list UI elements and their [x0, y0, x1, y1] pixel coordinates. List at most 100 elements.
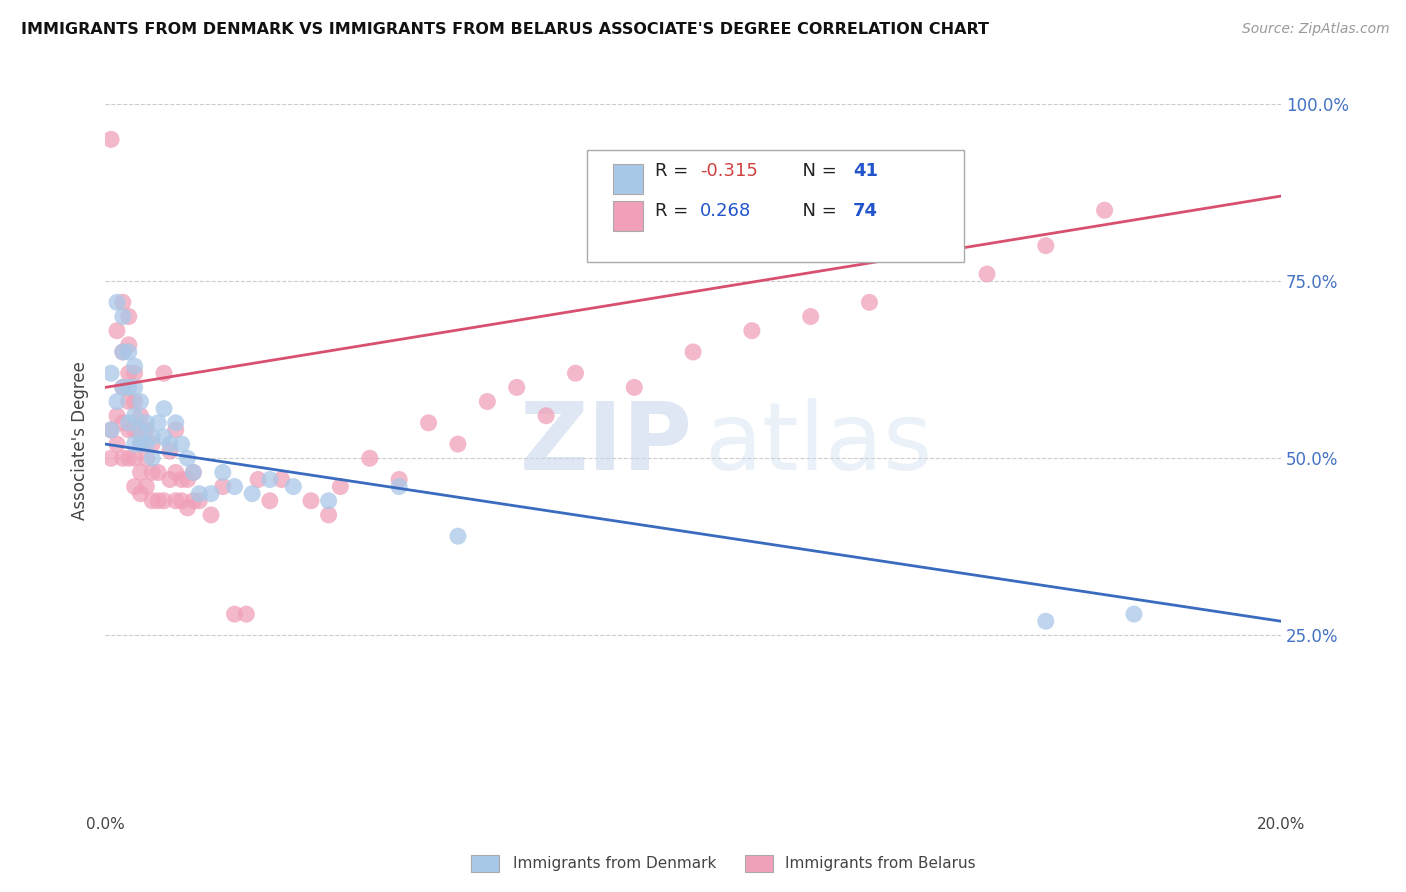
- Point: [176, 500, 198, 515]
- Text: R =: R =: [655, 202, 700, 220]
- Point: [211, 466, 233, 480]
- Point: [118, 366, 141, 380]
- Point: [111, 345, 134, 359]
- Point: [188, 486, 211, 500]
- Point: [741, 324, 763, 338]
- Text: Source: ZipAtlas.com: Source: ZipAtlas.com: [1241, 22, 1389, 37]
- Text: Immigrants from Denmark: Immigrants from Denmark: [513, 856, 717, 871]
- Point: [100, 423, 122, 437]
- Point: [118, 416, 141, 430]
- Text: atlas: atlas: [704, 398, 934, 491]
- Point: [211, 480, 233, 494]
- FancyBboxPatch shape: [613, 201, 643, 231]
- Point: [318, 508, 340, 522]
- Point: [165, 416, 187, 430]
- Point: [224, 607, 246, 621]
- Point: [224, 480, 246, 494]
- Point: [129, 466, 152, 480]
- Point: [100, 423, 122, 437]
- Point: [1094, 203, 1116, 218]
- Point: [141, 437, 163, 451]
- Point: [176, 451, 198, 466]
- Point: [270, 473, 292, 487]
- Point: [100, 132, 122, 146]
- Point: [141, 493, 163, 508]
- Point: [118, 423, 141, 437]
- Point: [100, 366, 122, 380]
- Point: [111, 345, 134, 359]
- Point: [105, 409, 128, 423]
- Point: [165, 466, 187, 480]
- Point: [259, 493, 281, 508]
- Point: [146, 416, 169, 430]
- Point: [159, 444, 181, 458]
- Point: [141, 451, 163, 466]
- Point: [129, 423, 152, 437]
- Point: [135, 480, 157, 494]
- Point: [111, 310, 134, 324]
- Point: [124, 451, 146, 466]
- Point: [105, 324, 128, 338]
- Point: [447, 529, 470, 543]
- Point: [124, 480, 146, 494]
- Point: [200, 486, 222, 500]
- Point: [129, 409, 152, 423]
- Point: [111, 380, 134, 394]
- Point: [146, 493, 169, 508]
- Point: [800, 310, 823, 324]
- Point: [146, 466, 169, 480]
- Point: [129, 437, 152, 451]
- Text: 41: 41: [853, 162, 877, 180]
- Point: [135, 437, 157, 451]
- Text: -0.315: -0.315: [700, 162, 758, 180]
- Point: [118, 345, 141, 359]
- Point: [111, 416, 134, 430]
- Point: [100, 451, 122, 466]
- Point: [124, 359, 146, 373]
- Text: N =: N =: [790, 162, 842, 180]
- Point: [124, 380, 146, 394]
- Point: [118, 338, 141, 352]
- Point: [359, 451, 381, 466]
- Point: [418, 416, 440, 430]
- Point: [176, 473, 198, 487]
- Point: [183, 493, 205, 508]
- Point: [105, 394, 128, 409]
- Point: [183, 466, 205, 480]
- Point: [477, 394, 499, 409]
- Text: R =: R =: [655, 162, 695, 180]
- Text: ZIP: ZIP: [520, 398, 693, 491]
- Point: [247, 473, 270, 487]
- Point: [170, 437, 193, 451]
- Point: [135, 416, 157, 430]
- Point: [153, 430, 176, 444]
- Point: [188, 493, 211, 508]
- Point: [129, 394, 152, 409]
- Point: [118, 394, 141, 409]
- Point: [159, 437, 181, 451]
- Point: [1035, 238, 1057, 252]
- Point: [118, 380, 141, 394]
- Y-axis label: Associate's Degree: Associate's Degree: [72, 361, 89, 520]
- Point: [153, 493, 176, 508]
- Point: [129, 437, 152, 451]
- Point: [170, 473, 193, 487]
- Point: [124, 423, 146, 437]
- Point: [153, 366, 176, 380]
- Point: [111, 295, 134, 310]
- Point: [329, 480, 352, 494]
- Point: [1123, 607, 1146, 621]
- Point: [124, 394, 146, 409]
- Point: [240, 486, 263, 500]
- Text: 74: 74: [853, 202, 877, 220]
- FancyBboxPatch shape: [588, 151, 963, 262]
- Point: [447, 437, 470, 451]
- Point: [124, 409, 146, 423]
- FancyBboxPatch shape: [613, 164, 643, 194]
- Point: [259, 473, 281, 487]
- Point: [170, 493, 193, 508]
- Point: [141, 466, 163, 480]
- Point: [534, 409, 557, 423]
- Point: [183, 466, 205, 480]
- Point: [124, 366, 146, 380]
